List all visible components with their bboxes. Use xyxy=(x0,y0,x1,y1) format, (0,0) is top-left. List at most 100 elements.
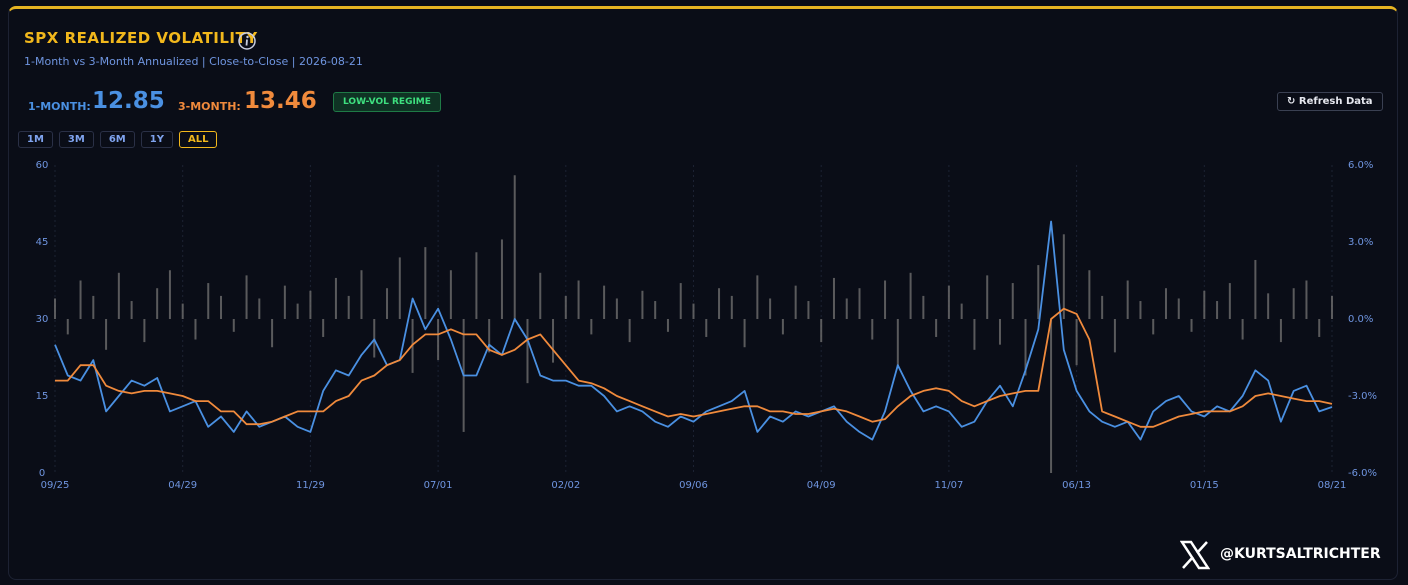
return-bar xyxy=(1203,290,1206,319)
return-bar xyxy=(654,301,657,319)
return-bar xyxy=(564,295,567,319)
stat-label: 3-MONTH: xyxy=(178,100,241,113)
return-bar xyxy=(232,319,235,332)
range-button[interactable]: 6M xyxy=(99,131,135,148)
x-tick-label: 02/02 xyxy=(551,480,580,491)
return-bar xyxy=(896,319,899,368)
return-bar xyxy=(1267,293,1270,319)
return-bar xyxy=(590,319,593,335)
return-bar xyxy=(909,272,912,319)
refresh-button[interactable]: ↻ Refresh Data xyxy=(1277,92,1383,111)
return-bar xyxy=(156,288,159,319)
return-bar xyxy=(947,285,950,319)
range-buttons: 1M 3M 6M 1Y ALL xyxy=(18,131,218,148)
return-bar xyxy=(1011,283,1014,319)
return-bar xyxy=(1177,298,1180,319)
return-bar xyxy=(1101,295,1104,319)
return-bar xyxy=(296,303,299,319)
return-bar xyxy=(1088,270,1091,319)
y2-tick-label: 0.0% xyxy=(1348,314,1373,325)
range-button[interactable]: ALL xyxy=(178,131,218,148)
return-bar xyxy=(1062,234,1065,319)
info-icon[interactable] xyxy=(237,31,257,51)
range-button[interactable]: 1Y xyxy=(140,131,173,148)
return-bar xyxy=(756,275,759,319)
return-bar xyxy=(666,319,669,332)
return-bar xyxy=(705,319,708,337)
return-bar xyxy=(194,319,197,340)
refresh-label: Refresh Data xyxy=(1298,96,1373,107)
y2-tick-label: -6.0% xyxy=(1348,468,1377,479)
return-bar xyxy=(66,319,69,335)
return-bar xyxy=(143,319,146,343)
y-tick-label: 0 xyxy=(39,468,45,479)
return-bar xyxy=(398,257,401,319)
return-bar xyxy=(1050,319,1053,473)
return-bar xyxy=(730,295,733,319)
title: SPX REALIZED VOLATILITY xyxy=(24,29,258,47)
return-bar xyxy=(641,290,644,319)
range-button[interactable]: 3M xyxy=(58,131,94,148)
return-bar xyxy=(884,280,887,319)
stat-value: 12.85 xyxy=(92,88,165,114)
return-bar xyxy=(628,319,631,343)
range-button[interactable]: 1M xyxy=(18,131,53,148)
x-tick-label: 11/29 xyxy=(296,480,325,491)
return-bar xyxy=(386,288,389,319)
return-bar xyxy=(322,319,325,337)
x-tick-label: 11/07 xyxy=(934,480,963,491)
return-bar xyxy=(1318,319,1321,337)
return-bar xyxy=(552,319,555,363)
return-bar xyxy=(220,295,223,319)
return-bar xyxy=(207,283,210,319)
return-bar xyxy=(245,275,248,319)
return-bar xyxy=(1216,301,1219,319)
y2-tick-label: 6.0% xyxy=(1348,160,1373,171)
return-bar xyxy=(858,288,861,319)
return-bar xyxy=(513,175,516,319)
return-bar xyxy=(54,298,56,319)
return-bar xyxy=(615,298,618,319)
return-bar xyxy=(79,280,82,319)
return-bar xyxy=(309,290,312,319)
return-bar xyxy=(488,319,491,353)
return-bar xyxy=(181,303,184,319)
x-tick-label: 08/21 xyxy=(1318,480,1347,491)
x-tick-label: 04/29 xyxy=(168,480,197,491)
return-bar xyxy=(424,247,427,319)
return-bar xyxy=(1241,319,1244,340)
return-bar xyxy=(1152,319,1155,335)
return-bar xyxy=(922,295,925,319)
return-bar xyxy=(373,319,376,358)
return-bar xyxy=(347,295,350,319)
return-bar xyxy=(781,319,784,335)
return-bar xyxy=(1139,301,1142,319)
return-bar xyxy=(832,277,835,319)
return-bar xyxy=(1075,319,1078,366)
return-bar xyxy=(168,270,171,319)
y2-tick-label: 3.0% xyxy=(1348,237,1373,248)
return-bar xyxy=(258,298,261,319)
return-bar xyxy=(475,252,478,319)
return-bar xyxy=(820,319,823,343)
x-tick-label: 09/06 xyxy=(679,480,708,491)
return-bar xyxy=(1228,283,1231,319)
vol-line xyxy=(55,307,1333,428)
return-bar xyxy=(105,319,108,350)
regime-badge: LOW-VOL REGIME xyxy=(333,92,441,112)
return-bar xyxy=(807,301,810,319)
return-bar xyxy=(1037,265,1040,319)
return-bar xyxy=(1024,319,1027,376)
return-bar xyxy=(769,298,772,319)
return-bar xyxy=(1331,295,1333,319)
return-bar xyxy=(935,319,938,337)
x-tick-label: 09/25 xyxy=(41,480,70,491)
x-tick-label: 06/13 xyxy=(1062,480,1091,491)
return-bar xyxy=(986,275,989,319)
y-tick-label: 45 xyxy=(36,237,49,248)
return-bar xyxy=(449,270,452,319)
handle: @KURTSALTRICHTER xyxy=(1220,546,1381,562)
return-bar xyxy=(130,301,133,319)
x-tick-label: 04/09 xyxy=(807,480,836,491)
